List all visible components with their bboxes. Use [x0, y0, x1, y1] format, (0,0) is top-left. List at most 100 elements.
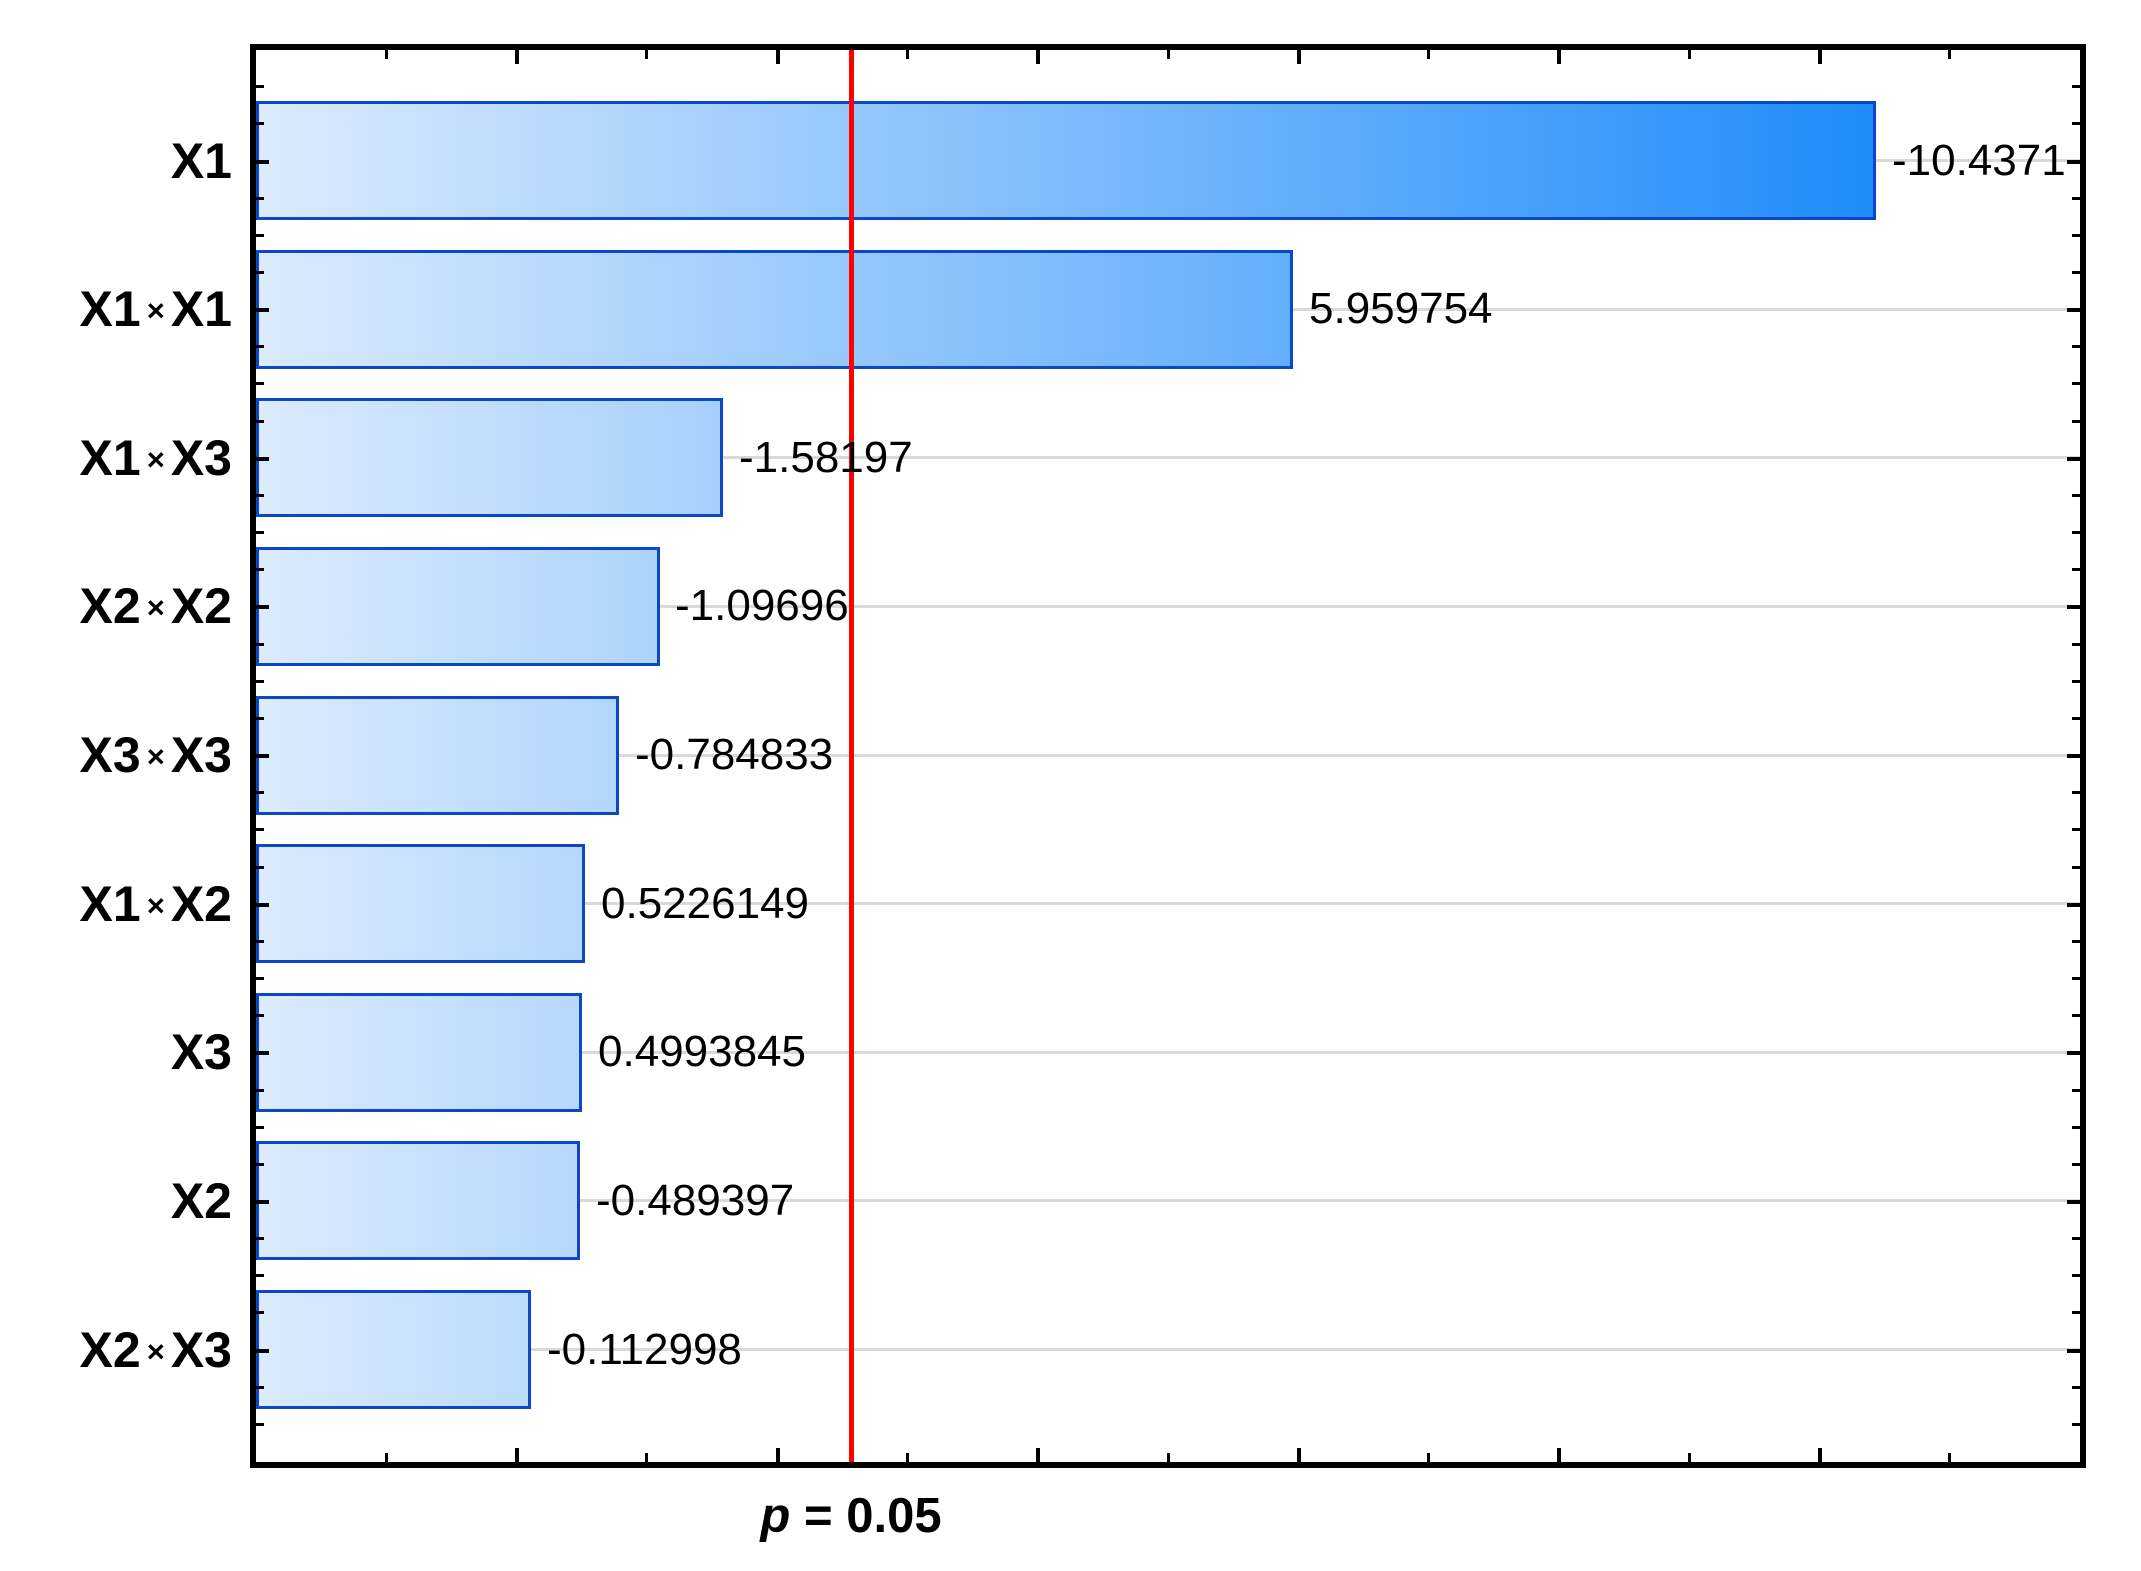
y-tick-right [2072, 1014, 2080, 1017]
category-label: X2 × X3 [79, 1321, 232, 1378]
y-tick-right [2072, 680, 2080, 683]
x-tick-bottom [515, 1448, 519, 1462]
y-tick-left [256, 568, 264, 571]
p-symbol: p [760, 1489, 791, 1543]
x-tick-top [1948, 50, 1951, 59]
y-tick-left [256, 345, 264, 348]
y-tick-right [2072, 531, 2080, 534]
gridline [256, 1199, 2080, 1203]
y-tick-right [2072, 420, 2080, 423]
y-tick-left [256, 903, 269, 907]
y-tick-left [256, 531, 264, 534]
x-tick-top [515, 50, 519, 64]
y-tick-right [2072, 1163, 2080, 1166]
y-tick-right [2072, 977, 2080, 980]
gridline [256, 456, 2080, 460]
multiply-sign: × [146, 739, 165, 775]
category-label: X3 × X3 [79, 727, 232, 784]
x-tick-top [1557, 50, 1561, 64]
y-tick-left [256, 271, 264, 274]
significance-line [849, 50, 854, 1462]
multiply-sign: × [146, 590, 165, 626]
category-label: X3 [170, 1024, 232, 1081]
y-tick-left [256, 382, 264, 385]
y-tick-left [256, 494, 264, 497]
y-tick-right [2072, 234, 2080, 237]
y-tick-left [256, 122, 264, 125]
y-tick-right [2072, 197, 2080, 200]
multiply-sign: × [146, 887, 165, 923]
y-tick-left [256, 1274, 264, 1277]
value-label: -0.784833 [635, 730, 834, 780]
y-tick-right [2072, 643, 2080, 646]
value-label: -10.4371 [1892, 135, 2066, 185]
category-label: X1 [170, 132, 232, 189]
y-tick-right [2072, 866, 2080, 869]
category-label: X1 × X2 [79, 875, 232, 932]
y-tick-right [2067, 1051, 2080, 1055]
y-tick-right [2072, 1237, 2080, 1240]
y-tick-left [256, 866, 264, 869]
y-tick-left [256, 420, 264, 423]
y-tick-left [256, 791, 264, 794]
multiply-sign: × [146, 441, 165, 477]
y-tick-right [2072, 271, 2080, 274]
category-label: X2 [170, 1172, 232, 1229]
y-tick-left [256, 605, 269, 609]
y-tick-left [256, 308, 269, 312]
y-tick-right [2072, 1126, 2080, 1129]
gridline [256, 902, 2080, 906]
x-tick-top [645, 50, 648, 59]
x-tick-top [1818, 50, 1822, 64]
multiply-sign: × [146, 1333, 165, 1369]
value-label: 5.959754 [1309, 284, 1493, 334]
value-label: -1.09696 [675, 581, 849, 631]
y-tick-right [2072, 345, 2080, 348]
y-tick-left [256, 1423, 264, 1426]
y-tick-right [2067, 903, 2080, 907]
multiply-sign: × [146, 293, 165, 329]
x-tick-bottom [385, 1453, 388, 1462]
y-tick-right [2072, 1386, 2080, 1389]
y-tick-left [256, 1311, 264, 1314]
y-tick-right [2067, 1200, 2080, 1204]
y-tick-right [2072, 568, 2080, 571]
x-tick-bottom [1948, 1453, 1951, 1462]
bar-x2 [256, 1141, 581, 1261]
y-tick-left [256, 977, 264, 980]
y-tick-right [2072, 122, 2080, 125]
x-tick-top [1427, 50, 1430, 59]
y-tick-left [256, 457, 269, 461]
bar-x1 [256, 101, 1877, 220]
x-tick-bottom [1167, 1453, 1170, 1462]
plot-area: -10.4371 5.959754 -1.58197 -1.09696 -0.78483… [250, 44, 2086, 1468]
bar-x2xx3 [256, 1290, 532, 1410]
bar-x1xx2 [256, 844, 585, 964]
x-tick-bottom [1688, 1453, 1691, 1462]
y-tick-left [256, 197, 264, 200]
y-tick-right [2067, 605, 2080, 609]
gridline [256, 1050, 2080, 1054]
value-label: 0.5226149 [601, 878, 809, 928]
value-label: -0.489397 [596, 1175, 795, 1225]
x-tick-bottom [1818, 1448, 1822, 1462]
x-tick-bottom [906, 1453, 909, 1462]
y-tick-left [256, 643, 264, 646]
x-tick-bottom [1297, 1448, 1301, 1462]
x-tick-top [776, 50, 780, 64]
y-tick-left [256, 940, 264, 943]
y-tick-right [2067, 754, 2080, 758]
y-tick-right [2067, 160, 2080, 164]
category-label: X1 × X3 [79, 429, 232, 486]
category-label: X1 × X1 [79, 281, 232, 338]
y-tick-right [2067, 457, 2080, 461]
y-tick-right [2072, 1311, 2080, 1314]
y-tick-right [2067, 308, 2080, 312]
y-tick-left [256, 1200, 269, 1204]
y-tick-left [256, 160, 269, 164]
y-tick-left [256, 85, 264, 88]
y-tick-left [256, 1126, 264, 1129]
y-tick-left [256, 717, 264, 720]
x-tick-top [1297, 50, 1301, 64]
